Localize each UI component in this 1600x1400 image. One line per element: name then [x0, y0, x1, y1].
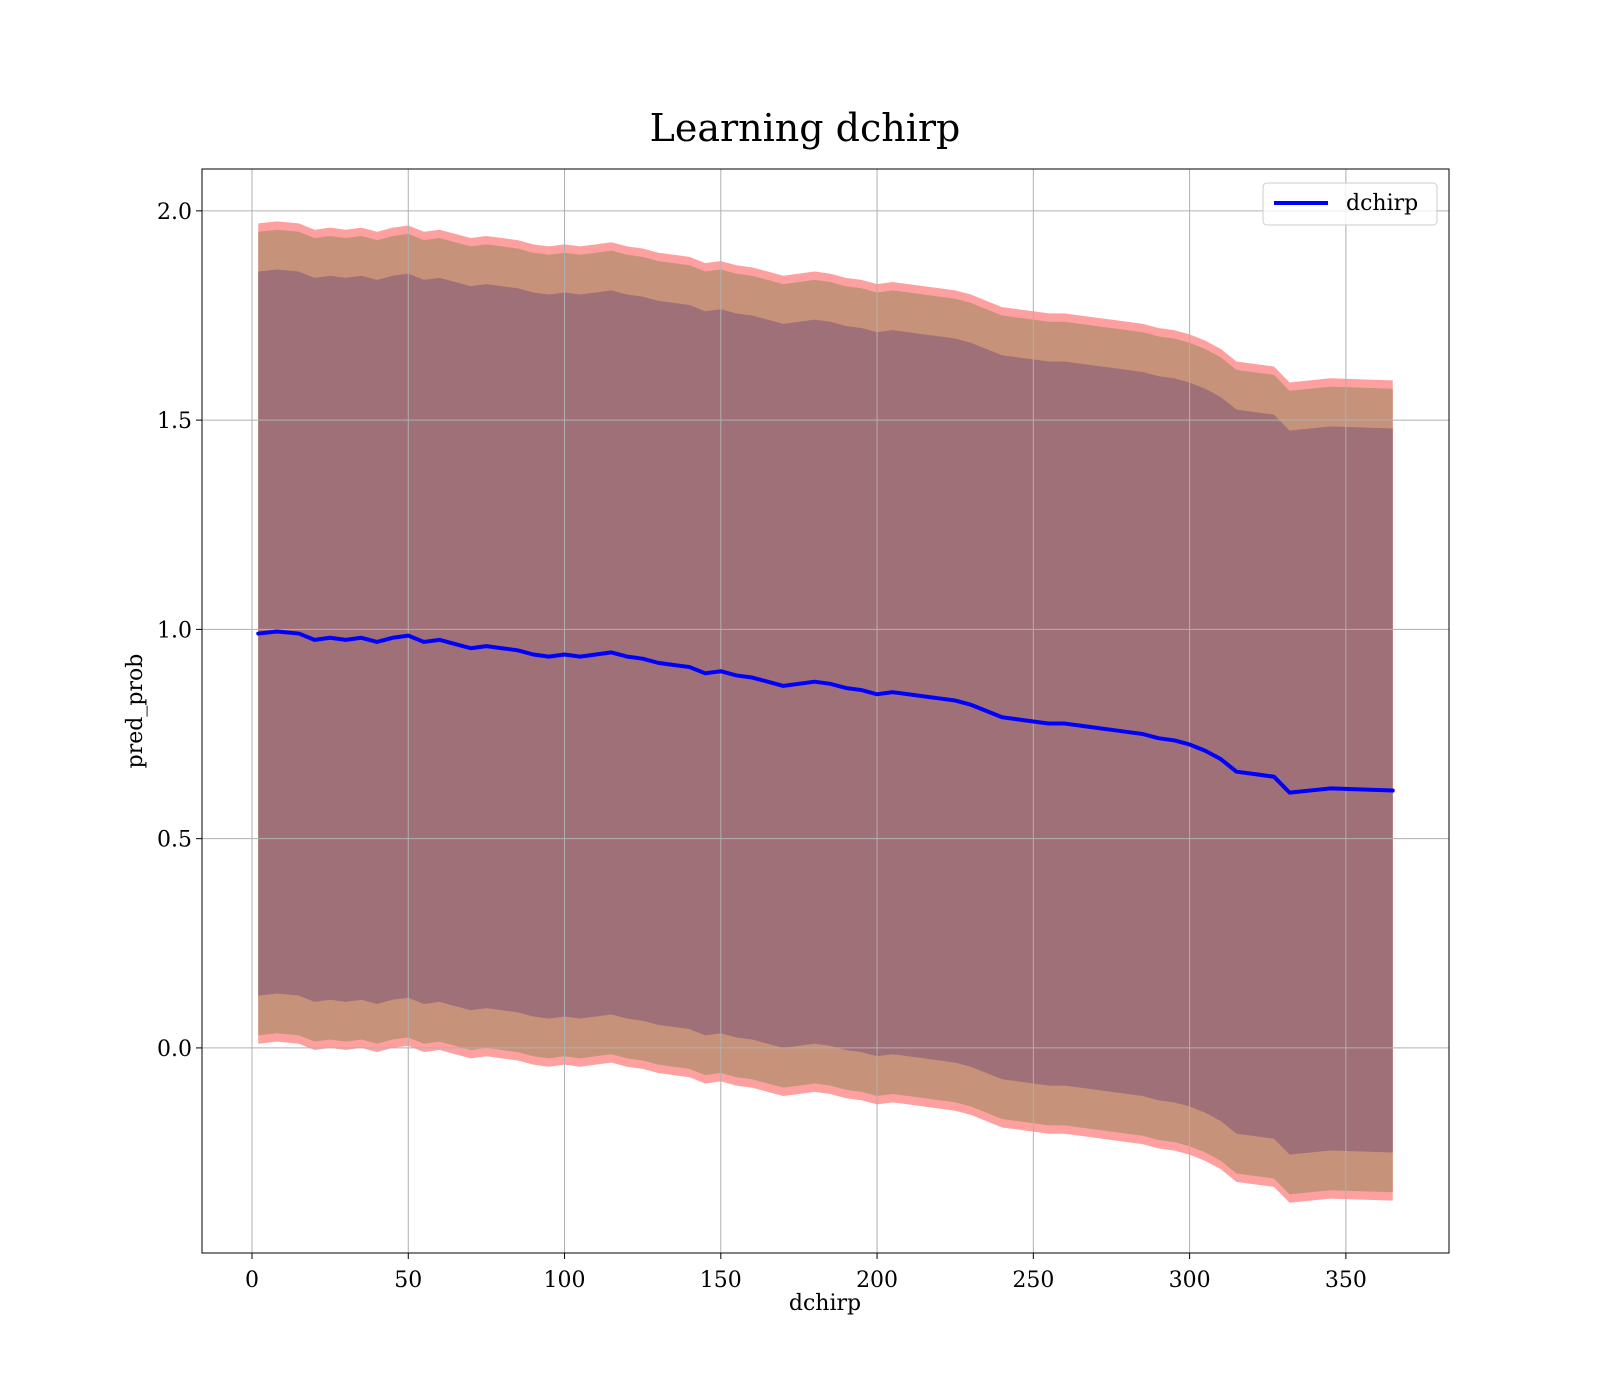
x-tick-label: 50 [394, 1268, 422, 1293]
y-axis-ticks: 0.0 0.5 1.0 1.5 2.0 [157, 200, 202, 1062]
x-axis-ticks: 0 50 100 150 200 250 300 350 [245, 1253, 1367, 1293]
x-tick-label: 100 [544, 1268, 586, 1293]
y-axis-label: pred_prob [123, 654, 148, 769]
y-tick-label: 0.0 [157, 1037, 192, 1062]
x-tick-label: 250 [1012, 1268, 1054, 1293]
confidence-bands [258, 221, 1393, 1203]
x-tick-label: 350 [1325, 1268, 1367, 1293]
y-tick-label: 1.5 [157, 409, 192, 434]
y-tick-label: 0.5 [157, 828, 192, 853]
legend-label-dchirp: dchirp [1346, 191, 1418, 216]
band-1-sigma [258, 269, 1393, 1155]
series-lines [256, 629, 1395, 795]
grid-lines [202, 169, 1449, 1253]
x-tick-label: 200 [856, 1268, 898, 1293]
series-line-dchirp [256, 629, 1395, 795]
x-tick-label: 300 [1169, 1268, 1211, 1293]
plot-area [201, 168, 1450, 1254]
x-tick-label: 0 [245, 1268, 259, 1293]
chart-title: Learning dchirp [650, 106, 961, 150]
y-tick-label: 1.0 [157, 618, 192, 643]
plot-frame [201, 168, 1450, 1254]
legend: dchirp [1262, 182, 1438, 226]
legend-box [1262, 182, 1438, 226]
y-tick-label: 2.0 [157, 200, 192, 225]
x-tick-label: 150 [700, 1268, 742, 1293]
x-axis-label: dchirp [789, 1291, 861, 1316]
